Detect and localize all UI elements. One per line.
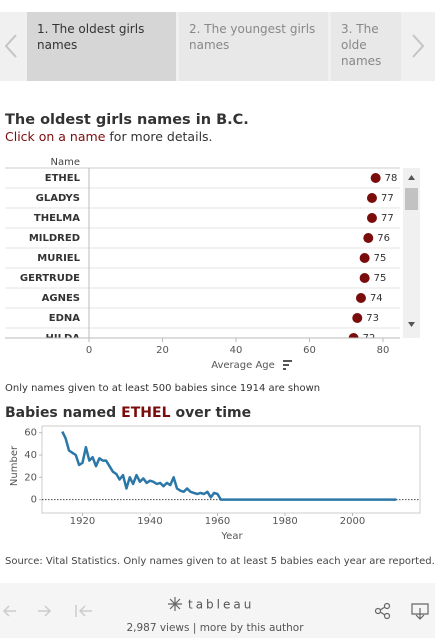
plot-frame <box>41 425 421 514</box>
x-tick-label: 20 <box>156 345 169 356</box>
row-label[interactable]: AGNES <box>42 293 80 304</box>
download-icon[interactable] <box>411 603 429 620</box>
series-line <box>61 431 397 501</box>
y-tick-label: 60 <box>24 428 37 439</box>
title-text: Babies named <box>5 405 116 421</box>
tableau-logo <box>168 597 182 611</box>
row-label[interactable]: MURIEL <box>37 253 80 264</box>
x-tick-label: 0 <box>86 345 92 356</box>
value-label: 74 <box>370 293 383 304</box>
next-arrow[interactable] <box>412 34 425 58</box>
x-tick-label: 2000 <box>340 516 365 527</box>
value-label: 75 <box>374 253 387 264</box>
row-label[interactable]: ETHEL <box>45 173 81 184</box>
dot[interactable] <box>370 173 381 183</box>
chart-title: The oldest girls names in B.C. <box>5 112 249 128</box>
x-tick-label: 80 <box>377 345 390 356</box>
row-label[interactable]: GLADYS <box>36 193 80 204</box>
scroll-down <box>408 322 415 327</box>
value-label: 77 <box>381 213 394 224</box>
dot[interactable] <box>359 253 370 263</box>
x-axis-title: Average Age <box>211 360 275 371</box>
sort-icon[interactable] <box>283 360 292 370</box>
x-tick-label: 40 <box>230 345 243 356</box>
subtitle: Click on a name for more details. <box>5 129 213 144</box>
dot[interactable] <box>352 313 363 323</box>
y-tick-label: 0 <box>31 495 37 506</box>
scroll-up <box>408 175 415 180</box>
row-label[interactable]: GERTRUDE <box>20 273 80 284</box>
share-icon[interactable] <box>374 602 391 620</box>
scrollbar <box>403 168 420 338</box>
subtitle-link[interactable]: Click on a name <box>5 129 106 144</box>
value-label: 73 <box>366 313 379 324</box>
source-note: Source: Vital Statistics. Only names giv… <box>5 556 435 567</box>
value-label: 78 <box>385 173 398 184</box>
tab[interactable]: 2. The youngest girls names <box>179 12 328 81</box>
column-header: Name <box>50 157 80 168</box>
y-axis-title: Number <box>9 445 20 486</box>
dot[interactable] <box>348 333 359 343</box>
tab[interactable]: 1. The oldest girls names <box>27 12 176 81</box>
row-label[interactable]: THELMA <box>34 213 80 224</box>
view-stats[interactable]: 2,987 views | more by this author <box>126 622 304 634</box>
x-tick-label: 60 <box>303 345 316 356</box>
x-tick-label: 1960 <box>205 516 230 527</box>
scroll-thumb[interactable] <box>405 188 418 210</box>
value-label: 72 <box>363 333 376 344</box>
title-name: ETHEL <box>121 405 170 421</box>
value-label: 75 <box>374 273 387 284</box>
row-label[interactable]: MILDRED <box>29 233 80 244</box>
title-text: over time <box>176 405 252 421</box>
y-tick-label: 20 <box>24 472 37 483</box>
prev-arrow[interactable] <box>4 34 17 58</box>
x-tick-label: 1920 <box>70 516 95 527</box>
dot[interactable] <box>363 233 374 243</box>
dot[interactable] <box>359 273 370 283</box>
dot[interactable] <box>355 293 366 303</box>
x-tick-label: 1940 <box>137 516 162 527</box>
y-tick-label: 40 <box>24 450 37 461</box>
tab[interactable]: 3. The olde names <box>331 12 401 81</box>
row-label[interactable]: HILDA <box>45 333 80 344</box>
note: Only names given to at least 500 babies … <box>5 383 320 394</box>
dot[interactable] <box>366 213 377 223</box>
value-label: 76 <box>377 233 390 244</box>
rows: ETHEL 78 GLADYS 77 THELMA 77 MILDRED 76 MURIEL 75… <box>5 173 400 344</box>
footer-bar <box>0 583 435 638</box>
x-axis-title: Year <box>220 531 243 542</box>
row-label[interactable]: EDNA <box>49 313 81 324</box>
nav-icons <box>2 605 92 617</box>
chart-title: Babies named ETHEL over time <box>5 405 251 421</box>
x-tick-label: 1980 <box>272 516 297 527</box>
brand: tableau <box>188 598 254 612</box>
value-label: 77 <box>381 193 394 204</box>
subtitle-text: for more details. <box>109 129 212 144</box>
dot[interactable] <box>366 193 377 203</box>
